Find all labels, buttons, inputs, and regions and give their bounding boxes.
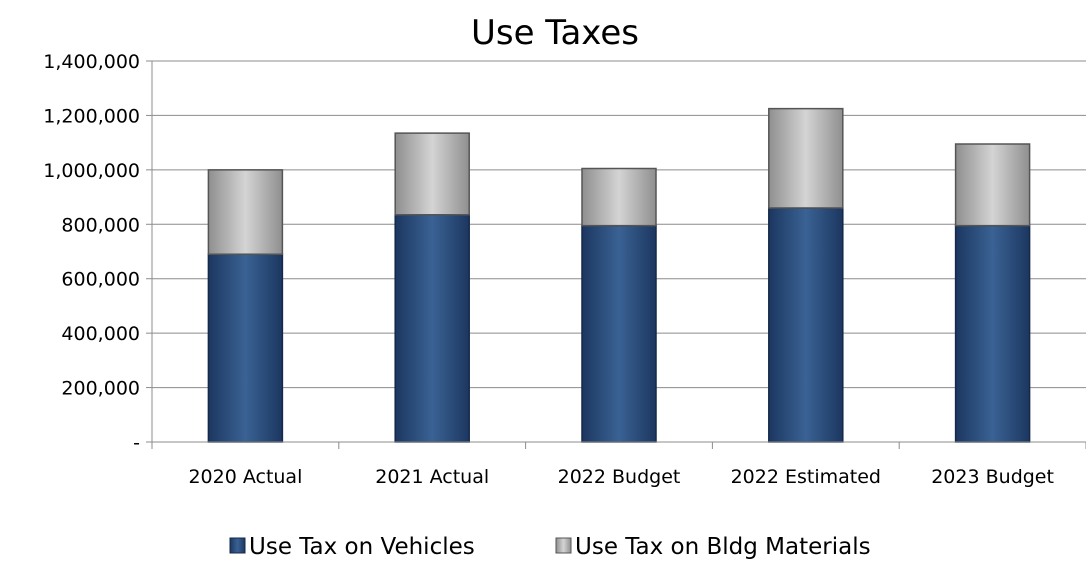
y-tick-label: - [133,432,140,454]
bars [207,107,1031,443]
legend-label-bldg-materials: Use Tax on Bldg Materials [575,534,871,560]
x-tick-label: 2020 Actual [188,466,302,488]
bar-bldg-materials [581,167,657,227]
legend-swatch-bldg-materials [555,537,572,554]
bar-vehicles [394,214,470,443]
legend: Use Tax on Vehicles Use Tax on Bldg Mater… [229,534,871,560]
x-axis: 2020 Actual 2021 Actual 2022 Budget 2022 Es… [151,441,1086,488]
bar-bldg-materials [207,169,284,255]
y-tick-label: 600,000 [61,269,140,291]
legend-label-vehicles: Use Tax on Vehicles [249,534,475,560]
x-tick-label: 2022 Estimated [731,466,881,488]
x-tick-label: 2022 Budget [558,466,681,488]
bar-vehicles [768,207,844,443]
bar-bldg-materials [768,107,844,209]
x-tick-label: 2021 Actual [375,466,489,488]
y-tick-label: 200,000 [61,378,140,400]
x-tick-label: 2023 Budget [931,466,1054,488]
y-tick-label: 1,400,000 [43,51,140,73]
bar-vehicles [207,253,284,443]
bar-vehicles [581,224,657,443]
y-tick-label: 1,000,000 [43,160,140,182]
bar-vehicles [954,224,1031,443]
y-tick-label: 1,200,000 [43,105,140,127]
y-axis: - 200,000 400,000 600,000 800,000 1,000,000 1,… [43,51,153,454]
bar-bldg-materials [394,132,470,216]
legend-swatch-vehicles [229,537,246,554]
bar-bldg-materials [954,143,1031,227]
y-tick-label: 400,000 [61,323,140,345]
y-tick-label: 800,000 [61,214,140,236]
chart-title: Use Taxes [471,13,639,53]
